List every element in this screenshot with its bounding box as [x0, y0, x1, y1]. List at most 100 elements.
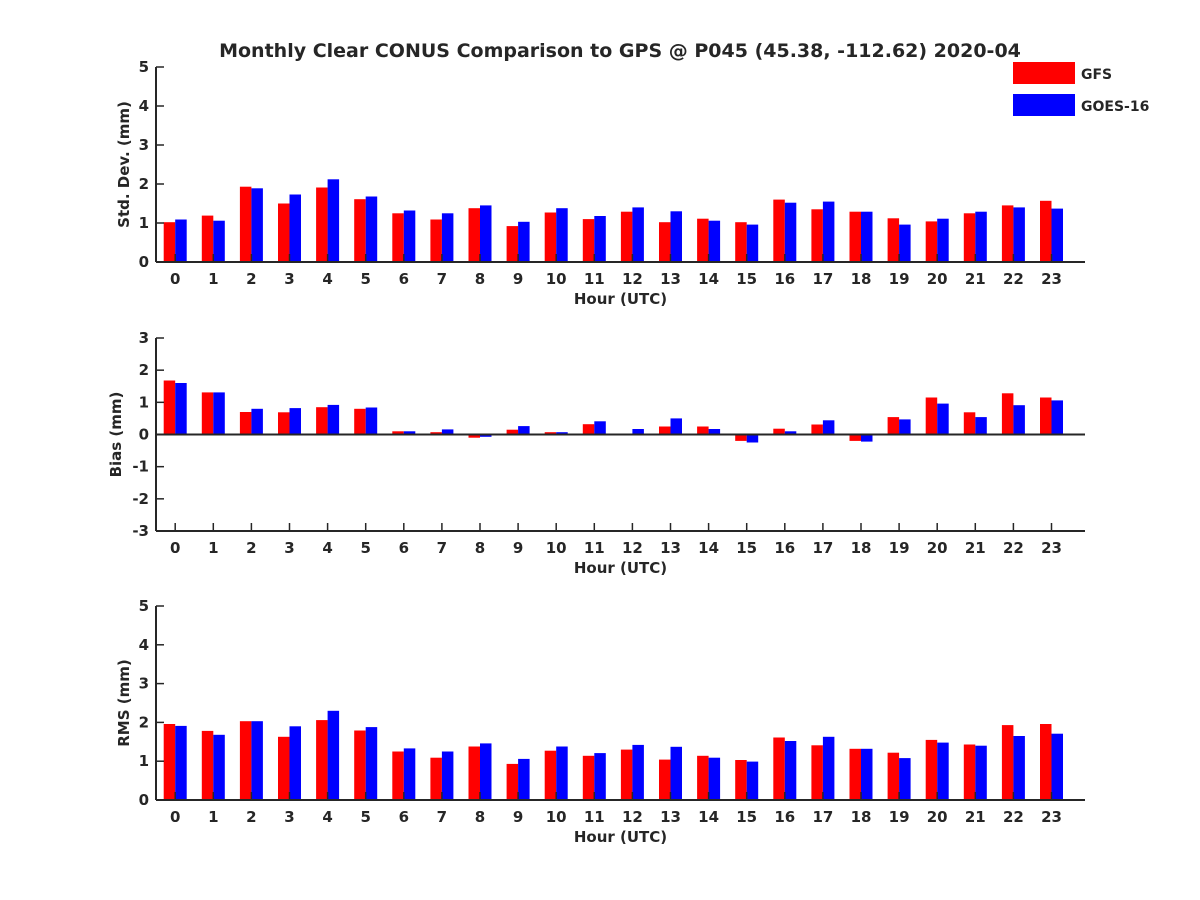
x-tick-label: 20 — [927, 270, 948, 288]
x-tick-label: 0 — [170, 270, 180, 288]
x-tick-label: 0 — [170, 539, 180, 557]
bar-goes16-hour-16 — [784, 202, 797, 262]
x-tick-label: 4 — [322, 539, 332, 557]
bar-goes16-hour-14 — [708, 220, 721, 262]
x-tick-label: 6 — [399, 270, 409, 288]
bar-goes16-hour-15 — [746, 761, 759, 800]
y-axis-label: Std. Dev. (mm) — [115, 101, 133, 228]
bar-gfs-hour-7 — [430, 219, 442, 262]
bar-gfs-hour-8 — [468, 746, 480, 800]
x-tick-label: 9 — [513, 808, 523, 826]
x-tick-label: 7 — [437, 539, 447, 557]
bar-goes16-hour-18 — [861, 748, 873, 800]
x-tick-label: 22 — [1003, 270, 1024, 288]
bar-goes16-hour-12 — [632, 744, 644, 800]
bar-goes16-hour-19 — [899, 758, 911, 800]
y-tick-label: -2 — [132, 490, 149, 508]
bar-gfs-hour-12 — [620, 211, 633, 262]
x-tick-label: 11 — [584, 808, 605, 826]
bar-goes16-hour-19 — [899, 419, 911, 435]
bar-goes16-hour-19 — [899, 224, 911, 262]
x-tick-label: 23 — [1041, 808, 1062, 826]
y-tick-label: 3 — [139, 675, 149, 693]
bar-goes16-hour-12 — [632, 429, 644, 435]
bar-goes16-hour-0 — [175, 219, 187, 262]
bar-gfs-hour-10 — [544, 432, 557, 435]
bar-goes16-hour-18 — [861, 211, 873, 262]
bar-goes16-hour-10 — [556, 432, 568, 435]
bar-gfs-hour-4 — [316, 187, 328, 262]
x-tick-label: 3 — [284, 270, 294, 288]
x-tick-label: 10 — [546, 808, 567, 826]
bar-goes16-hour-4 — [327, 179, 340, 262]
bar-gfs-hour-19 — [887, 417, 900, 435]
bar-goes16-hour-10 — [556, 746, 568, 800]
bar-gfs-hour-14 — [697, 755, 709, 800]
bar-goes16-hour-3 — [289, 726, 301, 800]
bar-goes16-hour-23 — [1051, 400, 1063, 435]
x-tick-label: 10 — [546, 539, 567, 557]
x-tick-label: 17 — [812, 270, 833, 288]
bar-goes16-hour-5 — [365, 727, 378, 800]
bar-goes16-hour-14 — [708, 429, 721, 435]
bar-gfs-hour-11 — [582, 755, 595, 800]
bar-gfs-hour-3 — [278, 203, 290, 262]
bar-gfs-hour-22 — [1001, 393, 1014, 435]
x-tick-label: 4 — [322, 270, 332, 288]
bar-gfs-hour-21 — [963, 213, 976, 263]
legend-label-goes16: GOES-16 — [1081, 99, 1149, 115]
x-tick-label: 8 — [475, 808, 485, 826]
x-tick-label: 13 — [660, 270, 681, 288]
bar-gfs-hour-9 — [506, 429, 519, 435]
y-tick-label: 3 — [139, 329, 149, 347]
bar-gfs-hour-3 — [278, 412, 290, 435]
bar-gfs-hour-0 — [163, 222, 176, 262]
bar-goes16-hour-3 — [289, 194, 301, 262]
y-tick-label: 1 — [139, 752, 149, 770]
bar-gfs-hour-7 — [430, 432, 442, 435]
x-tick-label: 5 — [360, 270, 370, 288]
x-tick-label: 12 — [622, 808, 643, 826]
x-tick-label: 5 — [360, 808, 370, 826]
bar-gfs-hour-14 — [697, 218, 709, 262]
bar-gfs-hour-21 — [963, 744, 976, 800]
bar-gfs-hour-20 — [925, 397, 938, 435]
x-tick-label: 3 — [284, 539, 294, 557]
x-tick-label: 9 — [513, 539, 523, 557]
bar-gfs-hour-17 — [811, 745, 823, 800]
x-tick-label: 13 — [660, 808, 681, 826]
x-tick-label: 20 — [927, 808, 948, 826]
bar-gfs-hour-8 — [468, 208, 480, 262]
x-tick-label: 8 — [475, 539, 485, 557]
bar-gfs-hour-7 — [430, 757, 442, 800]
y-tick-label: -3 — [132, 522, 149, 540]
bar-gfs-hour-21 — [963, 412, 976, 435]
bar-gfs-hour-17 — [811, 209, 823, 262]
bar-goes16-hour-11 — [594, 753, 606, 800]
bar-gfs-hour-13 — [659, 222, 671, 262]
bar-gfs-hour-15 — [735, 222, 747, 262]
y-tick-label: 3 — [139, 136, 149, 154]
bar-goes16-hour-20 — [937, 742, 949, 800]
bar-gfs-hour-6 — [392, 751, 404, 800]
x-tick-label: 12 — [622, 539, 643, 557]
bar-gfs-hour-20 — [925, 739, 938, 800]
bar-goes16-hour-23 — [1051, 208, 1063, 262]
y-tick-label: 4 — [139, 636, 149, 654]
y-tick-label: 1 — [139, 214, 149, 232]
x-tick-label: 3 — [284, 808, 294, 826]
x-tick-label: 21 — [965, 808, 986, 826]
bar-gfs-hour-23 — [1040, 200, 1052, 262]
bar-goes16-hour-2 — [251, 188, 263, 262]
x-tick-label: 23 — [1041, 539, 1062, 557]
x-tick-label: 17 — [812, 539, 833, 557]
bar-goes16-hour-22 — [1013, 736, 1025, 800]
bar-gfs-hour-12 — [620, 749, 633, 800]
y-tick-label: 1 — [139, 393, 149, 411]
bar-gfs-hour-15 — [735, 434, 747, 441]
x-tick-label: 12 — [622, 270, 643, 288]
bar-gfs-hour-11 — [582, 424, 595, 435]
bar-goes16-hour-21 — [975, 211, 987, 262]
bar-goes16-hour-7 — [441, 213, 454, 263]
